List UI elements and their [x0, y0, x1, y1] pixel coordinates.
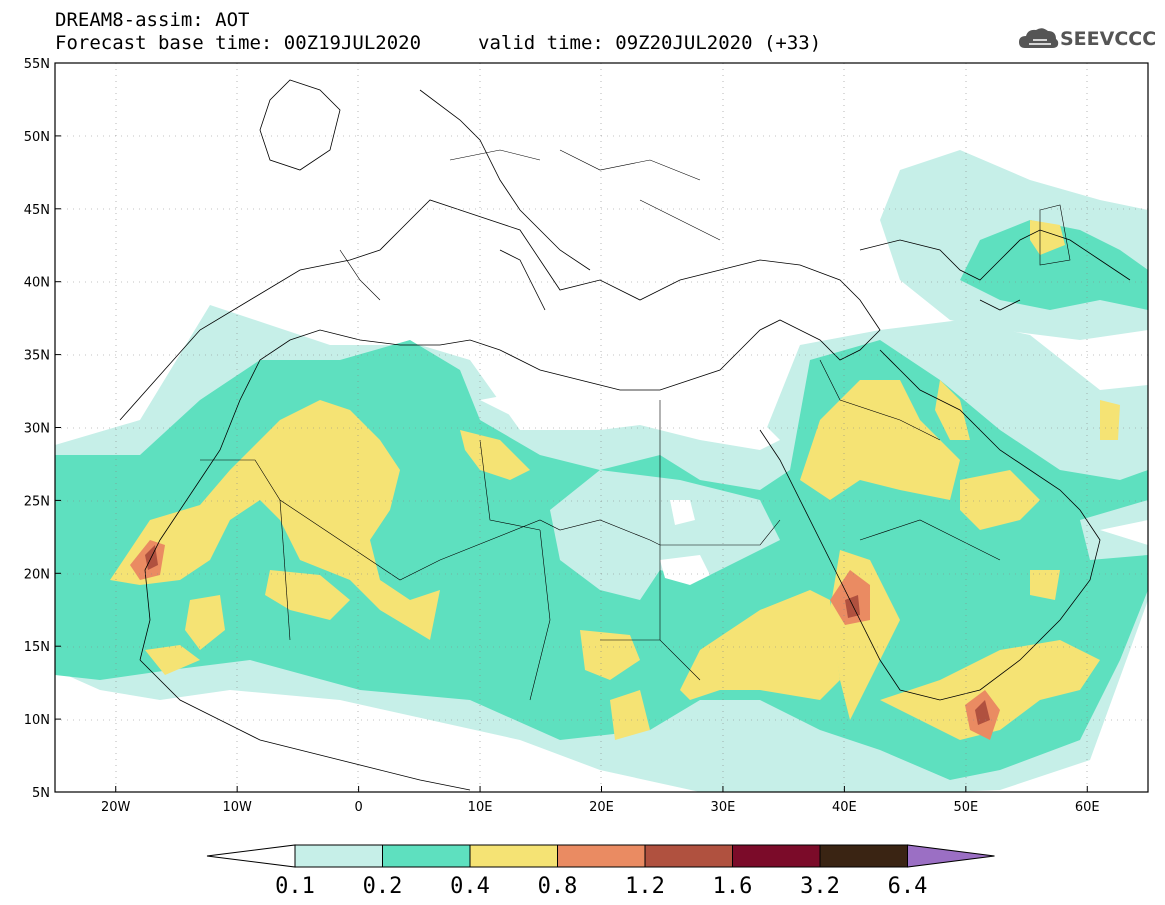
colorbar-box [294, 844, 383, 868]
clear-areas [480, 385, 780, 600]
colorbar-high-triangle [907, 844, 995, 868]
coastlines [119, 79, 1131, 791]
colorbar-box [557, 844, 646, 868]
y-tick-label: 40N [24, 276, 50, 291]
colorbar-label: 1.6 [713, 874, 753, 899]
colorbar-label: 6.4 [888, 874, 928, 899]
colorbar-label: 1.2 [625, 874, 665, 899]
x-tick-label: 20E [589, 800, 614, 815]
forecast-base-time: Forecast base time: 00Z19JUL2020 [55, 32, 422, 54]
y-tick-label: 20N [24, 567, 50, 582]
y-tick-label: 5N [32, 786, 50, 801]
cloud-icon [1019, 28, 1059, 48]
x-tick-label: 30E [711, 800, 736, 815]
x-tick-label: 60E [1075, 800, 1100, 815]
aot-contour-0.4 [110, 220, 1120, 740]
colorbar-label: 0.2 [363, 874, 403, 899]
valid-time: valid time: 09Z20JUL2020 (+33) [478, 32, 822, 54]
country-borders [200, 149, 1071, 701]
colorbar-box [732, 844, 821, 868]
colorbar-label: 3.2 [800, 874, 840, 899]
x-tick-label: 40E [832, 800, 857, 815]
y-tick-label: 55N [24, 57, 50, 72]
colorbar-label: 0.8 [538, 874, 578, 899]
colorbar-box [382, 844, 471, 868]
colorbar-boxes [206, 844, 995, 868]
y-tick-label: 10N [24, 713, 50, 728]
logo-text: SEEVCCC [1060, 28, 1157, 50]
colorbar-box [469, 844, 558, 868]
x-axis-ticks: 20W 10W 0 10E 20E 30E 40E 50E 60E [101, 786, 1100, 815]
colorbar-label: 0.1 [275, 874, 315, 899]
y-tick-label: 50N [24, 130, 50, 145]
colorbar-box [644, 844, 733, 868]
y-tick-label: 25N [24, 494, 50, 509]
x-tick-label: 10E [468, 800, 493, 815]
y-tick-label: 35N [24, 349, 50, 364]
colorbar-label: 0.4 [450, 874, 490, 899]
graticule [55, 63, 1148, 792]
map-title: DREAM8-assim: AOT [55, 9, 250, 31]
x-tick-label: 50E [953, 800, 978, 815]
colorbar-box [819, 844, 908, 868]
y-axis-ticks: 55N 50N 45N 40N 35N 30N 25N 20N 15N 10N 5N [24, 57, 61, 801]
x-tick-label: 20W [101, 800, 131, 815]
y-tick-label: 30N [24, 422, 50, 437]
x-tick-label: 0 [354, 800, 362, 815]
x-tick-label: 10W [222, 800, 252, 815]
colorbar-low-triangle [206, 844, 296, 868]
y-tick-label: 15N [24, 640, 50, 655]
y-tick-label: 45N [24, 203, 50, 218]
colorbar-labels: 0.1 0.2 0.4 0.8 1.2 1.6 3.2 6.4 [275, 874, 927, 899]
